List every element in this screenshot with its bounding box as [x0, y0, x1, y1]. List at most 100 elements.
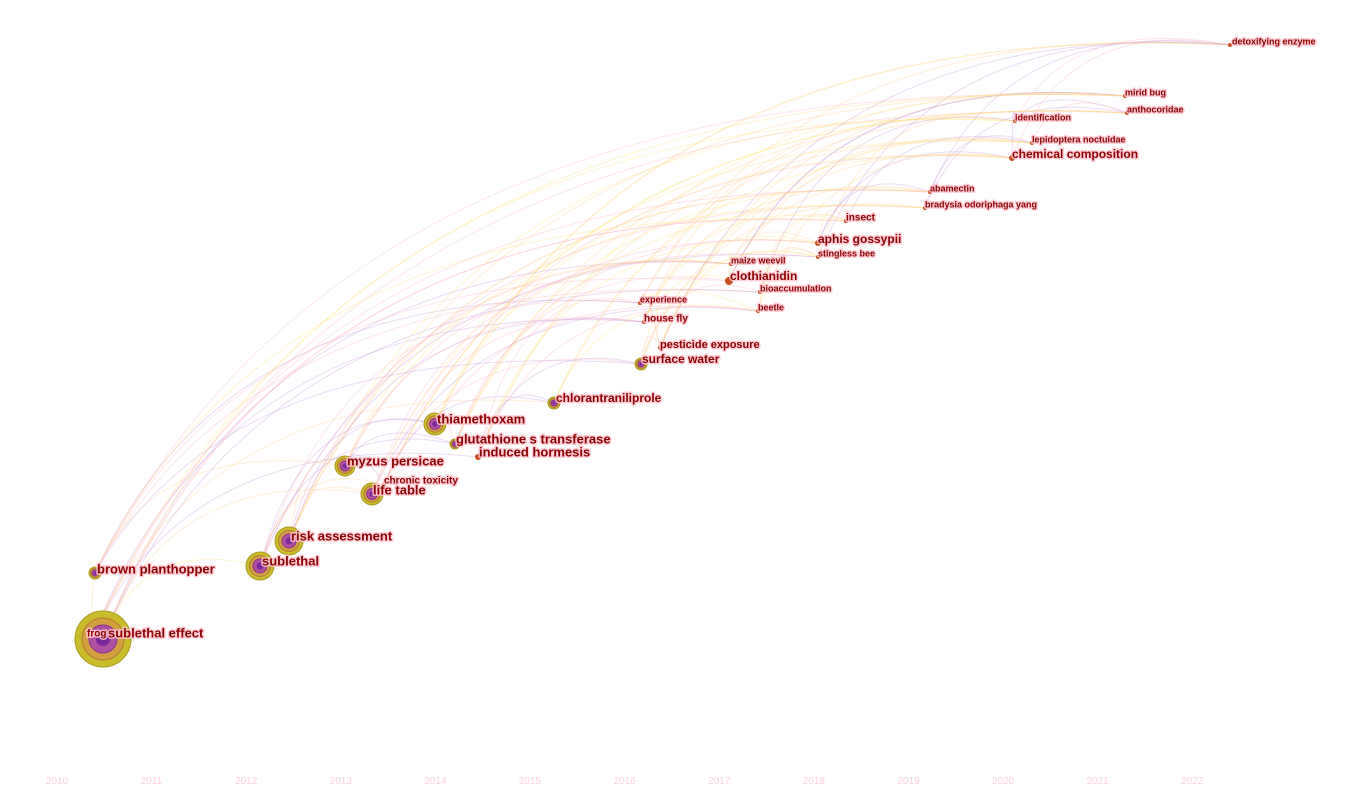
- node-label: experience: [640, 294, 687, 304]
- node-label: glutathione s transferase: [456, 431, 611, 446]
- node-label: surface water: [642, 352, 720, 366]
- node-core: [639, 362, 643, 366]
- link: [477, 394, 555, 458]
- year-label: 2015: [519, 776, 542, 787]
- link: [659, 139, 1033, 349]
- node-core: [432, 421, 438, 427]
- link: [102, 118, 1016, 640]
- link: [643, 214, 847, 323]
- link: [757, 153, 1013, 312]
- link: [91, 452, 479, 639]
- link: [383, 110, 1128, 486]
- link: [288, 318, 645, 542]
- node: [1125, 111, 1129, 115]
- node: [729, 262, 733, 266]
- node: [816, 255, 820, 259]
- year-label: 2016: [613, 776, 636, 787]
- node-label: detoxifying enzyme: [1232, 36, 1316, 46]
- link: [371, 140, 1033, 495]
- link: [102, 218, 847, 640]
- link: [454, 276, 730, 445]
- node-label: chemical composition: [1012, 147, 1138, 161]
- link: [728, 185, 931, 282]
- link: [434, 259, 732, 425]
- link: [454, 110, 1128, 445]
- link: [639, 293, 661, 349]
- link: [845, 136, 1033, 222]
- node: [815, 240, 821, 246]
- link: [94, 218, 847, 574]
- link: [344, 432, 456, 467]
- link: [91, 399, 555, 639]
- link: [817, 115, 1016, 258]
- link: [288, 260, 732, 542]
- link: [477, 239, 819, 458]
- node-label: induced hormesis: [479, 444, 590, 459]
- node: [756, 309, 760, 313]
- link: [91, 319, 645, 639]
- node: [844, 219, 848, 223]
- link: [1011, 39, 1231, 159]
- link: [434, 305, 759, 425]
- link: [553, 154, 1013, 404]
- link: [924, 106, 1128, 209]
- link: [817, 41, 1231, 258]
- link: [102, 261, 732, 640]
- year-label: 2013: [330, 776, 353, 787]
- link: [102, 489, 373, 640]
- node: [758, 290, 762, 294]
- node: [1123, 94, 1127, 98]
- node: [1228, 43, 1232, 47]
- link: [94, 460, 346, 574]
- link: [259, 438, 456, 567]
- link: [371, 260, 732, 495]
- link: [371, 306, 759, 495]
- link: [1014, 37, 1231, 122]
- link: [259, 205, 926, 567]
- node-label: pesticide exposure: [660, 339, 760, 351]
- node: [923, 206, 927, 210]
- link: [94, 278, 730, 574]
- link: [477, 306, 759, 458]
- link: [288, 189, 931, 542]
- links: [91, 37, 1231, 640]
- link: [730, 137, 1033, 265]
- link: [259, 299, 641, 567]
- node-label: stingless bee: [818, 248, 875, 258]
- link: [94, 93, 1126, 574]
- year-label: 2019: [897, 776, 920, 787]
- link: [102, 218, 847, 640]
- link: [639, 92, 1126, 304]
- link: [91, 189, 931, 639]
- link: [659, 153, 1013, 349]
- node: [475, 454, 481, 460]
- node: [928, 190, 932, 194]
- link: [94, 360, 642, 574]
- link: [640, 203, 926, 365]
- node-core: [96, 632, 110, 646]
- node-core: [453, 442, 457, 446]
- link: [383, 155, 1013, 486]
- link: [344, 260, 732, 467]
- link: [454, 239, 819, 445]
- node-label: lepidoptera noctuidae: [1032, 134, 1126, 144]
- year-label: 2022: [1181, 776, 1204, 787]
- year-label: 2010: [46, 776, 69, 787]
- link: [553, 110, 1128, 404]
- node-label: life table: [373, 482, 426, 497]
- link: [91, 94, 1126, 639]
- link: [1031, 102, 1128, 144]
- node: [1009, 155, 1015, 161]
- link: [639, 293, 661, 349]
- link: [817, 183, 931, 244]
- link: [288, 93, 1126, 542]
- year-label: 2011: [141, 776, 163, 787]
- link: [640, 335, 661, 365]
- node: [382, 483, 386, 487]
- link: [259, 419, 436, 567]
- link: [344, 253, 819, 467]
- link: [929, 40, 1231, 193]
- node-core: [369, 491, 375, 497]
- year-label: 2017: [708, 776, 731, 787]
